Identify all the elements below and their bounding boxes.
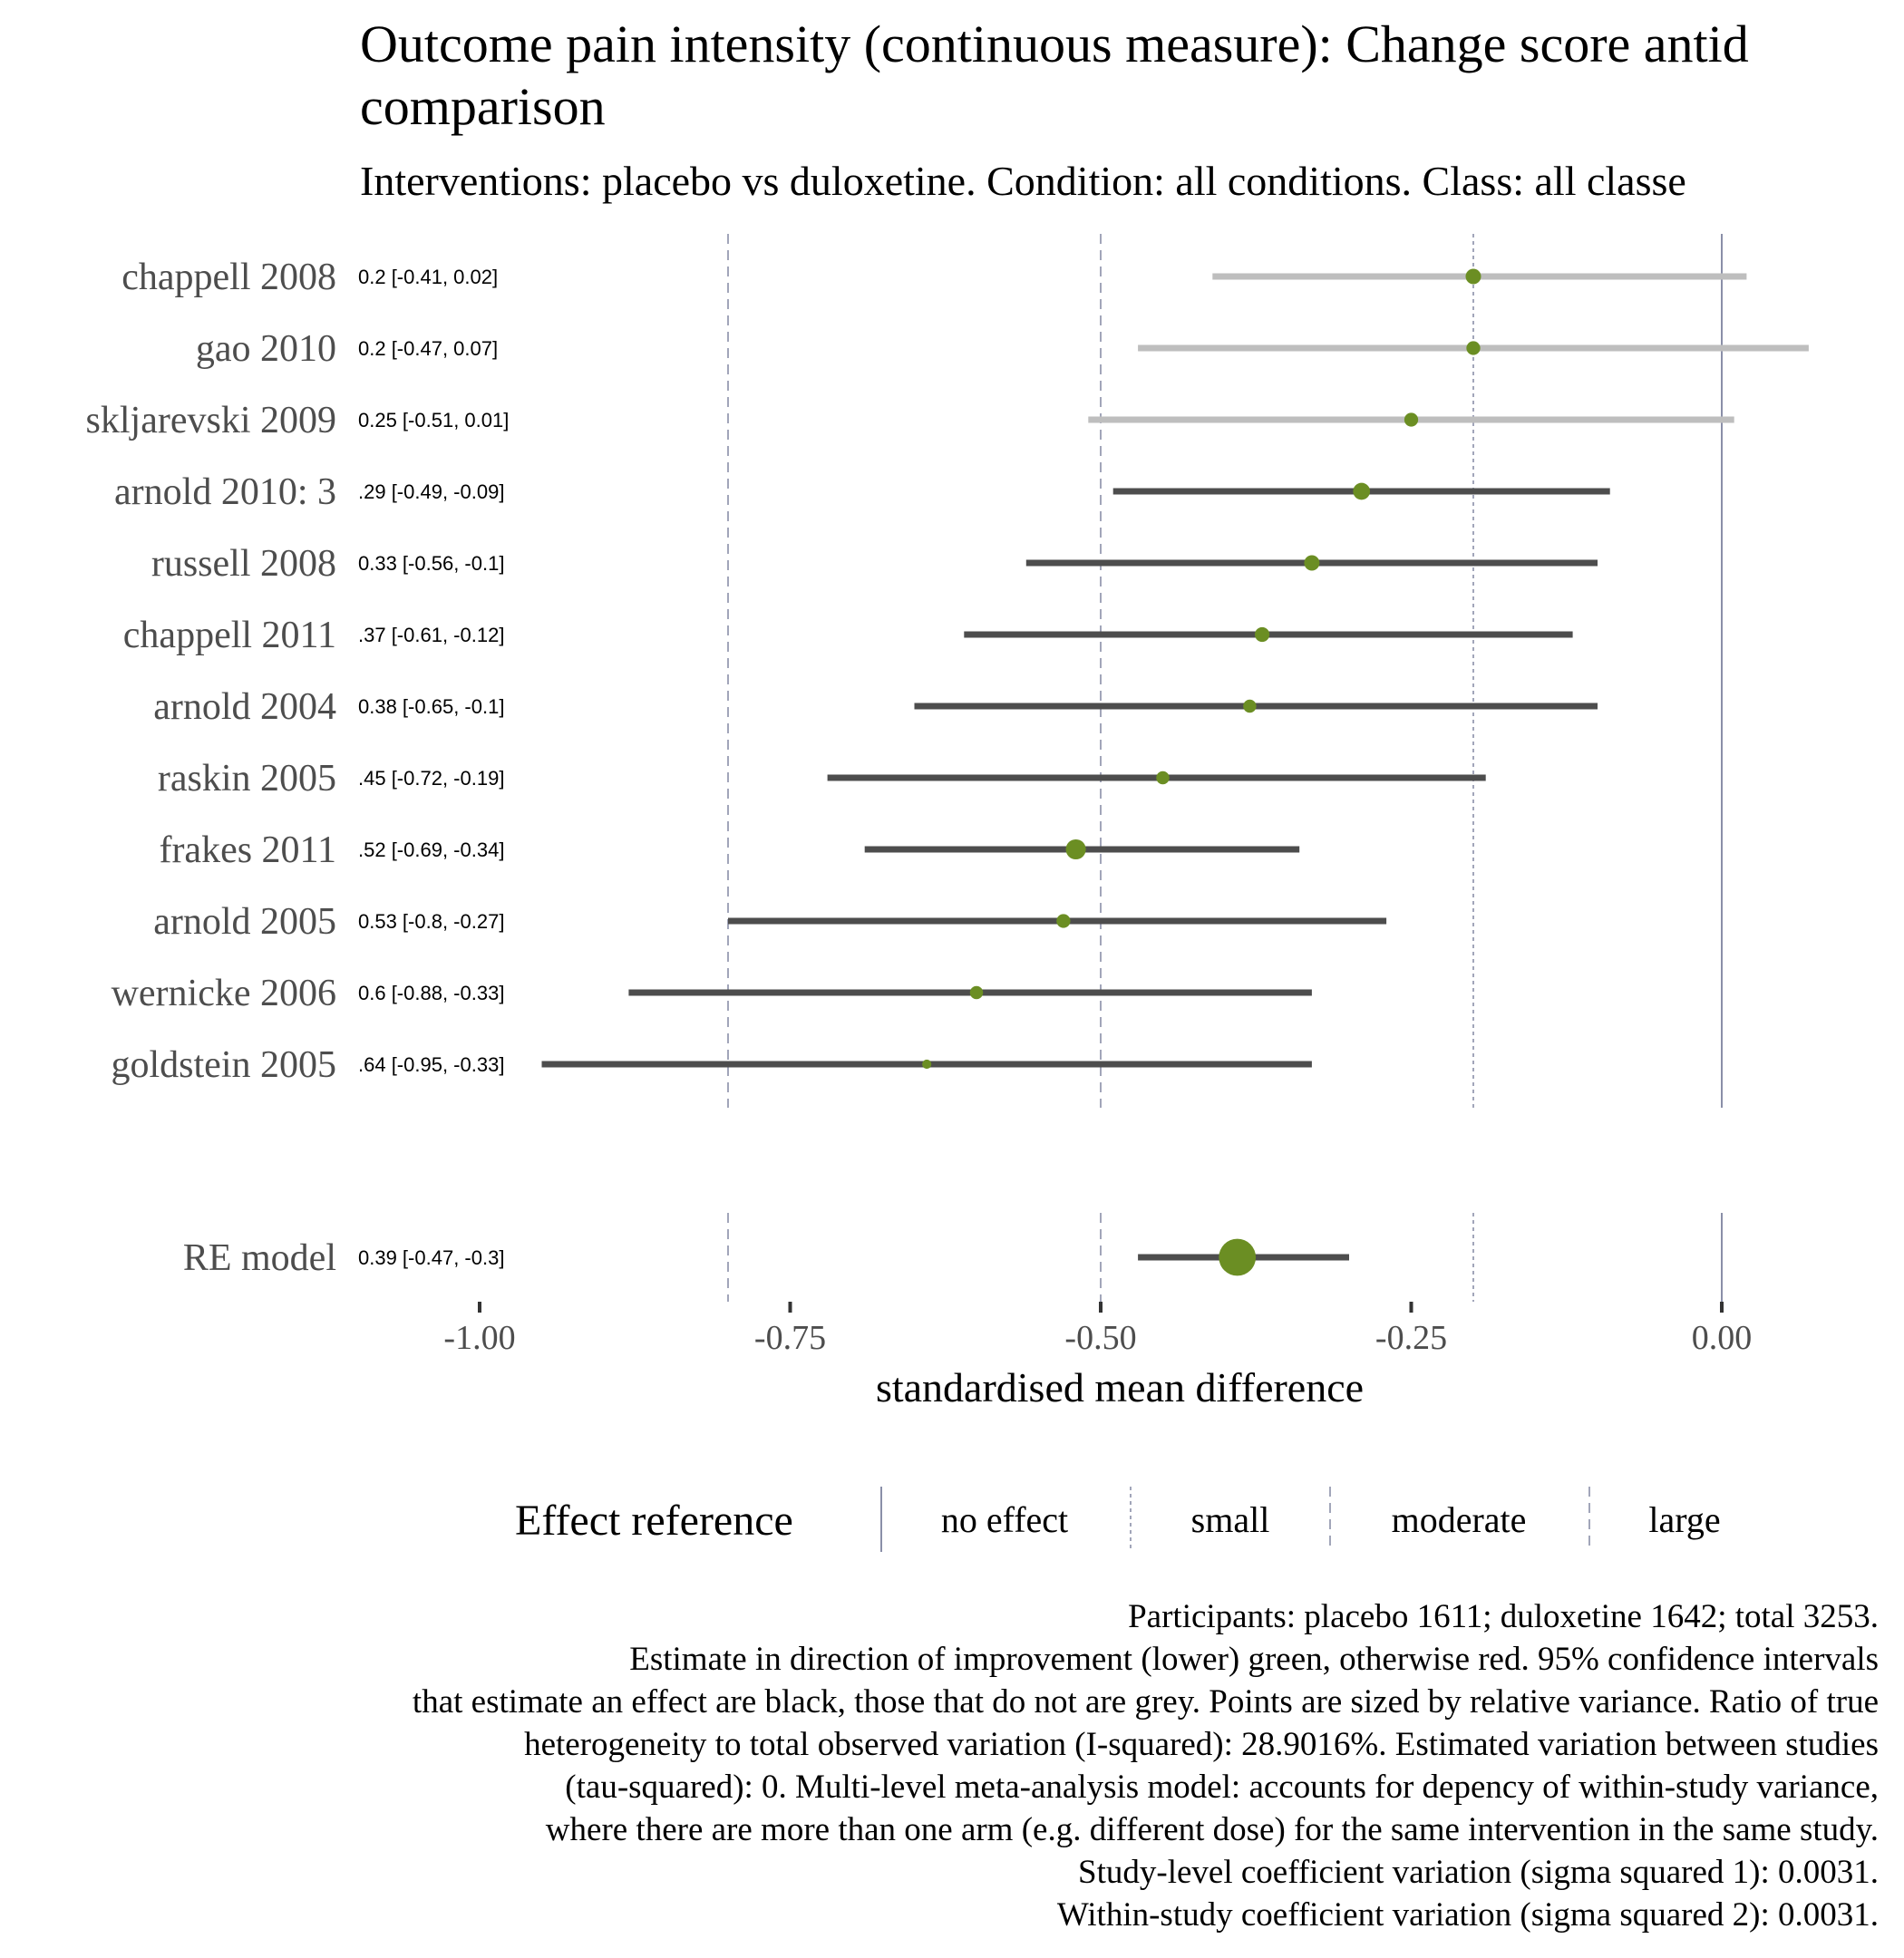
study-label: raskin 2005 (158, 758, 336, 800)
point-estimate (1156, 771, 1170, 785)
caption-line: Within-study coefficient variation (sigm… (1057, 1896, 1879, 1934)
study-label: chappell 2008 (121, 257, 336, 298)
x-tick-label: -0.50 (1064, 1319, 1136, 1357)
study-row-6: arnold 2004 0.38 [-0.65, -0.1] (153, 686, 1598, 728)
x-tick-label: -0.25 (1375, 1319, 1447, 1357)
study-label: arnold 2010: 3 (114, 471, 336, 513)
caption-line: Participants: placebo 1611; duloxetine 1… (1128, 1598, 1879, 1635)
study-label: russell 2008 (151, 543, 336, 585)
study-row-5: chappell 2011 .37 [-0.61, -0.12] (123, 615, 1573, 656)
caption-line: Estimate in direction of improvement (lo… (629, 1641, 1879, 1678)
study-rows: chappell 2008 0.2 [-0.41, 0.02] gao 2010 0.… (86, 257, 1809, 1086)
legend-label: large (1648, 1499, 1720, 1540)
estimate-label: .45 [-0.72, -0.19] (358, 767, 504, 790)
caption-line: Study-level coefficient variation (sigma… (1078, 1854, 1879, 1891)
reference-lines-studies (727, 234, 1723, 1108)
study-label: skljarevski 2009 (86, 400, 336, 441)
estimate-label: 0.39 [-0.47, -0.3] (358, 1246, 504, 1269)
study-row-8: frakes 2011 .52 [-0.69, -0.34] (159, 829, 1300, 871)
study-row-10: wernicke 2006 0.6 [-0.88, -0.33] (112, 973, 1312, 1014)
summary-row: RE model 0.39 [-0.47, -0.3] (183, 1237, 1349, 1279)
point-estimate (1465, 268, 1481, 285)
study-label: gao 2010 (196, 328, 336, 370)
study-row-9: arnold 2005 0.53 [-0.8, -0.27] (153, 901, 1387, 943)
study-row-2: skljarevski 2009 0.25 [-0.51, 0.01] (86, 400, 1734, 441)
study-row-0: chappell 2008 0.2 [-0.41, 0.02] (121, 257, 1747, 298)
x-tick-label: -0.75 (754, 1319, 826, 1357)
reference-lines-summary (727, 1213, 1723, 1302)
estimate-label: 0.2 [-0.41, 0.02] (358, 266, 498, 288)
study-row-11: goldstein 2005 .64 [-0.95, -0.33] (112, 1044, 1312, 1086)
caption-line: where there are more than one arm (e.g. … (546, 1811, 1879, 1848)
study-label: chappell 2011 (123, 615, 336, 656)
point-estimate (1304, 555, 1320, 571)
study-row-4: russell 2008 0.33 [-0.56, -0.1] (151, 543, 1598, 585)
point-estimate (1243, 699, 1257, 713)
estimate-label: 0.25 [-0.51, 0.01] (358, 409, 509, 431)
estimate-label: .64 [-0.95, -0.33] (358, 1053, 504, 1076)
point-estimate (969, 985, 984, 1000)
estimate-label: 0.38 [-0.65, -0.1] (358, 695, 504, 718)
summary-estimate: RE model 0.39 [-0.47, -0.3] (183, 1237, 1349, 1279)
estimate-label: 0.2 [-0.47, 0.07] (358, 337, 498, 360)
chart-title-line1: Outcome pain intensity (continuous measu… (360, 15, 1749, 73)
study-label: arnold 2005 (153, 901, 336, 943)
caption-line: that estimate an effect are black, those… (413, 1683, 1879, 1721)
estimate-label: 0.53 [-0.8, -0.27] (358, 910, 504, 933)
point-estimate (1219, 1238, 1257, 1276)
study-row-1: gao 2010 0.2 [-0.47, 0.07] (196, 328, 1809, 370)
estimate-label: 0.33 [-0.56, -0.1] (358, 552, 504, 575)
estimate-label: .29 [-0.49, -0.09] (358, 480, 504, 503)
study-row-7: raskin 2005 .45 [-0.72, -0.19] (158, 758, 1486, 800)
x-tick-label: -1.00 (443, 1319, 515, 1357)
point-estimate (1404, 412, 1419, 427)
study-label: wernicke 2006 (112, 973, 336, 1014)
study-label: frakes 2011 (159, 829, 336, 871)
study-row-3: arnold 2010: 3 .29 [-0.49, -0.09] (114, 471, 1610, 513)
point-estimate (1466, 341, 1481, 355)
legend-label: moderate (1392, 1499, 1527, 1540)
study-label: arnold 2004 (153, 686, 336, 728)
caption-line: heterogeneity to total observed variatio… (524, 1726, 1879, 1763)
legend-label: no effect (941, 1499, 1068, 1540)
x-axis: -1.00 -0.75 -0.50 -0.25 0.00 (443, 1302, 1752, 1357)
caption: Participants: placebo 1611; duloxetine 1… (413, 1598, 1879, 1934)
point-estimate (1353, 482, 1371, 500)
estimate-label: .37 [-0.61, -0.12] (358, 624, 504, 646)
x-tick-label: 0.00 (1692, 1319, 1753, 1357)
chart-title-line2: comparison (360, 77, 606, 136)
legend-title: Effect reference (515, 1497, 793, 1545)
effect-reference-legend: Effect reference no effect small moderate l… (515, 1487, 1721, 1552)
point-estimate (922, 1059, 932, 1070)
x-axis-label: standardised mean difference (876, 1364, 1364, 1410)
point-estimate (1065, 838, 1086, 860)
study-label: goldstein 2005 (112, 1044, 337, 1086)
summary-label: RE model (183, 1237, 336, 1279)
legend-label: small (1191, 1499, 1270, 1540)
caption-line: (tau-squared): 0. Multi-level meta-analy… (565, 1769, 1879, 1806)
estimate-label: .52 [-0.69, -0.34] (358, 838, 504, 861)
point-estimate (1255, 626, 1270, 643)
chart-subtitle: Interventions: placebo vs duloxetine. Co… (360, 158, 1686, 204)
point-estimate (1056, 914, 1071, 928)
estimate-label: 0.6 [-0.88, -0.33] (358, 982, 504, 1004)
